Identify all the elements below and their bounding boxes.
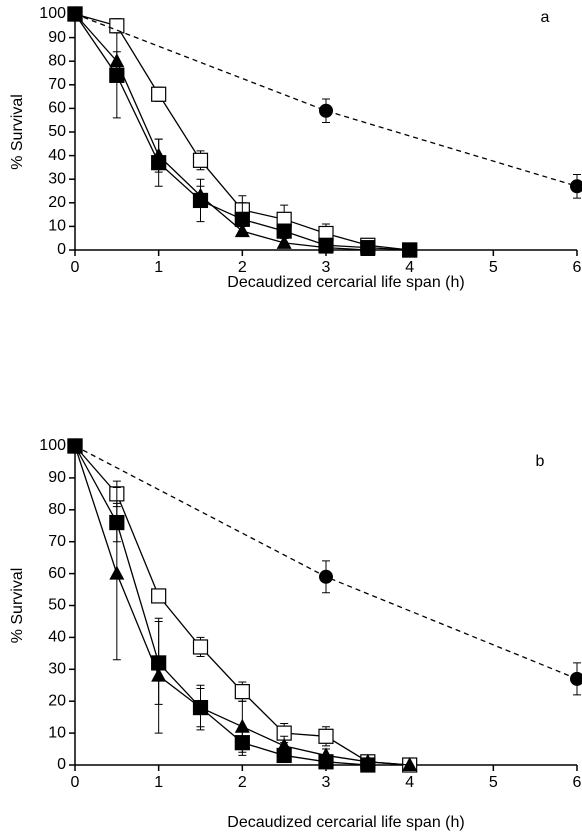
marker — [234, 684, 250, 700]
marker — [151, 667, 167, 682]
y-axis-label: % Survival — [9, 94, 26, 170]
marker — [151, 588, 167, 604]
y-tick-label: 0 — [57, 241, 66, 258]
y-tick-label: 40 — [48, 147, 66, 164]
marker — [276, 234, 292, 249]
marker — [68, 7, 82, 21]
marker — [234, 223, 250, 238]
y-tick-label: 70 — [48, 533, 66, 550]
marker — [318, 239, 334, 254]
x-tick-label: 4 — [405, 259, 414, 276]
marker — [402, 757, 418, 771]
y-tick-label: 50 — [48, 597, 66, 614]
marker — [192, 639, 209, 655]
y-tick-label: 30 — [48, 170, 66, 187]
x-tick-label: 1 — [154, 774, 163, 791]
x-tick-label: 6 — [573, 774, 582, 791]
y-tick-label: 90 — [48, 29, 66, 46]
y-axis-label: % Survival — [9, 568, 26, 644]
y-tick-label: 50 — [48, 123, 66, 140]
marker — [276, 737, 292, 752]
x-tick-label: 3 — [322, 259, 331, 276]
panel-label: a — [541, 9, 550, 26]
y-tick-label: 0 — [57, 756, 66, 773]
x-tick-label: 6 — [573, 259, 582, 276]
marker — [360, 753, 376, 768]
marker — [193, 699, 208, 714]
y-tick-label: 80 — [48, 52, 66, 69]
y-tick-label: 20 — [48, 194, 66, 211]
panel-label: b — [536, 453, 545, 470]
x-tick-label: 0 — [71, 259, 80, 276]
series-line — [74, 13, 578, 187]
x-tick-label: 2 — [238, 774, 247, 791]
y-tick-label: 80 — [48, 501, 66, 518]
marker — [319, 569, 333, 584]
y-tick-label: 20 — [48, 692, 66, 709]
x-tick-label: 5 — [489, 259, 498, 276]
marker — [360, 242, 376, 256]
marker — [318, 747, 334, 762]
y-tick-label: 60 — [48, 565, 66, 582]
marker — [402, 242, 418, 258]
x-axis-label: Decaudized cercarial life span (h) — [227, 274, 464, 291]
marker — [151, 147, 167, 162]
marker — [151, 86, 167, 102]
y-tick-label: 10 — [48, 218, 66, 235]
x-tick-label: 0 — [71, 774, 80, 791]
x-tick-label: 3 — [322, 774, 331, 791]
marker — [319, 103, 333, 118]
marker — [570, 179, 582, 194]
y-tick-label: 100 — [39, 5, 66, 22]
series-line — [74, 13, 368, 251]
y-tick-label: 60 — [48, 100, 66, 117]
x-tick-label: 2 — [238, 259, 247, 276]
y-tick-label: 90 — [48, 469, 66, 486]
marker — [193, 187, 208, 202]
marker — [109, 565, 125, 580]
y-tick-label: 10 — [48, 724, 66, 741]
x-axis-label: Decaudized cercarial life span (h) — [227, 814, 464, 831]
marker — [570, 671, 582, 686]
marker — [68, 439, 82, 453]
marker — [192, 152, 209, 168]
x-tick-label: 5 — [489, 774, 498, 791]
marker — [234, 718, 250, 733]
marker — [318, 728, 334, 744]
x-tick-label: 1 — [154, 259, 163, 276]
y-tick-label: 70 — [48, 76, 66, 93]
y-tick-label: 30 — [48, 661, 66, 678]
y-tick-label: 100 — [39, 437, 66, 454]
x-tick-label: 4 — [405, 774, 414, 791]
y-tick-label: 40 — [48, 629, 66, 646]
marker — [109, 53, 125, 68]
